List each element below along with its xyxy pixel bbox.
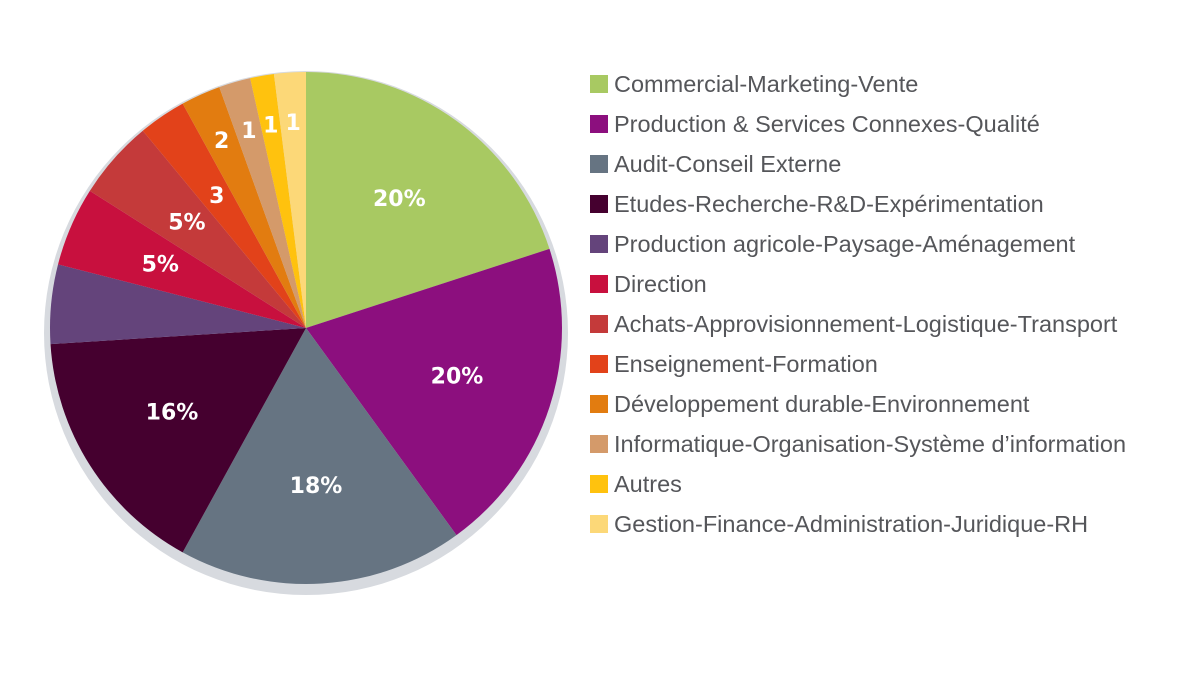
legend-item: Développement durable-Environnement xyxy=(590,384,1190,424)
pie-slice-3 xyxy=(182,328,457,584)
pie-chart: 20%20%18%16%5%5%32 1 1 1 xyxy=(44,71,568,595)
legend-label: Production & Services Connexes-Qualité xyxy=(614,111,1040,137)
legend-swatch xyxy=(590,275,608,293)
pie-slice-label-3: 18% xyxy=(290,474,343,499)
pie-slice-label-12: 1 xyxy=(285,111,300,136)
pie-slices xyxy=(50,72,562,584)
legend-swatch xyxy=(590,515,608,533)
legend-swatch xyxy=(590,115,608,133)
legend-item: Commercial-Marketing-Vente xyxy=(590,64,1190,104)
legend-item: Etudes-Recherche-R&D-Expérimentation xyxy=(590,184,1190,224)
pie-slice-label-10: 1 xyxy=(241,119,256,144)
legend-swatch xyxy=(590,195,608,213)
legend-label: Audit-Conseil Externe xyxy=(614,151,842,177)
legend-swatch xyxy=(590,395,608,413)
pie-slice-11 xyxy=(250,74,306,328)
legend-item: Production & Services Connexes-Qualité xyxy=(590,104,1190,144)
legend-item: Direction xyxy=(590,264,1190,304)
pie-slice-labels: 20%20%18%16%5%5%32 1 1 1 xyxy=(142,111,484,499)
pie-slice-10 xyxy=(219,78,306,328)
pie-slice-label-1: 20% xyxy=(373,187,426,212)
pie-slice-label-6: 5% xyxy=(142,253,179,278)
legend-label: Etudes-Recherche-R&D-Expérimentation xyxy=(614,191,1044,217)
pie-slice-2 xyxy=(306,248,562,536)
pie-slice-1 xyxy=(306,72,550,328)
legend-swatch xyxy=(590,235,608,253)
legend-item: Autres xyxy=(590,464,1190,504)
pie-slice-label-4: 16% xyxy=(146,401,199,426)
pie-slice-12 xyxy=(273,72,306,328)
legend-label: Gestion-Finance-Administration-Juridique… xyxy=(614,511,1089,537)
legend-label: Direction xyxy=(614,271,707,297)
pie-slice-8 xyxy=(142,103,306,328)
legend-item: Achats-Approvisionnement-Logistique-Tran… xyxy=(590,304,1190,344)
legend-label: Commercial-Marketing-Vente xyxy=(614,71,919,97)
legend-swatch xyxy=(590,355,608,373)
pie-slice-5 xyxy=(50,264,307,345)
legend-swatch xyxy=(590,435,608,453)
pie-slice-label-9: 2 xyxy=(214,129,229,154)
legend: Commercial-Marketing-Vente Production & S… xyxy=(590,64,1190,544)
legend-label: Enseignement-Formation xyxy=(614,351,878,377)
legend-swatch xyxy=(590,475,608,493)
pie-slice-4 xyxy=(50,328,306,553)
legend-item: Informatique-Organisation-Système d’info… xyxy=(590,424,1190,464)
legend-swatch xyxy=(590,155,608,173)
legend-label: Achats-Approvisionnement-Logistique-Tran… xyxy=(614,311,1118,337)
pie-slice-label-7: 5% xyxy=(168,211,205,236)
legend-label: Production agricole-Paysage-Aménagement xyxy=(614,231,1076,257)
pie-slice-label-11: 1 xyxy=(263,114,278,139)
legend-item: Enseignement-Formation xyxy=(590,344,1190,384)
pie-slice-7 xyxy=(89,130,306,328)
legend-label: Développement durable-Environnement xyxy=(614,391,1030,417)
legend-swatch xyxy=(590,315,608,333)
legend-item: Production agricole-Paysage-Aménagement xyxy=(590,224,1190,264)
legend-item: Gestion-Finance-Administration-Juridique… xyxy=(590,504,1190,544)
pie-slice-label-2: 20% xyxy=(431,365,484,390)
legend-label: Autres xyxy=(614,471,682,497)
pie-slice-6 xyxy=(58,190,306,328)
legend-swatch xyxy=(590,75,608,93)
legend-label: Informatique-Organisation-Système d’info… xyxy=(614,431,1127,457)
pie-slice-9 xyxy=(182,87,306,328)
legend-item: Audit-Conseil Externe xyxy=(590,144,1190,184)
pie-slice-label-8: 3 xyxy=(209,184,224,209)
